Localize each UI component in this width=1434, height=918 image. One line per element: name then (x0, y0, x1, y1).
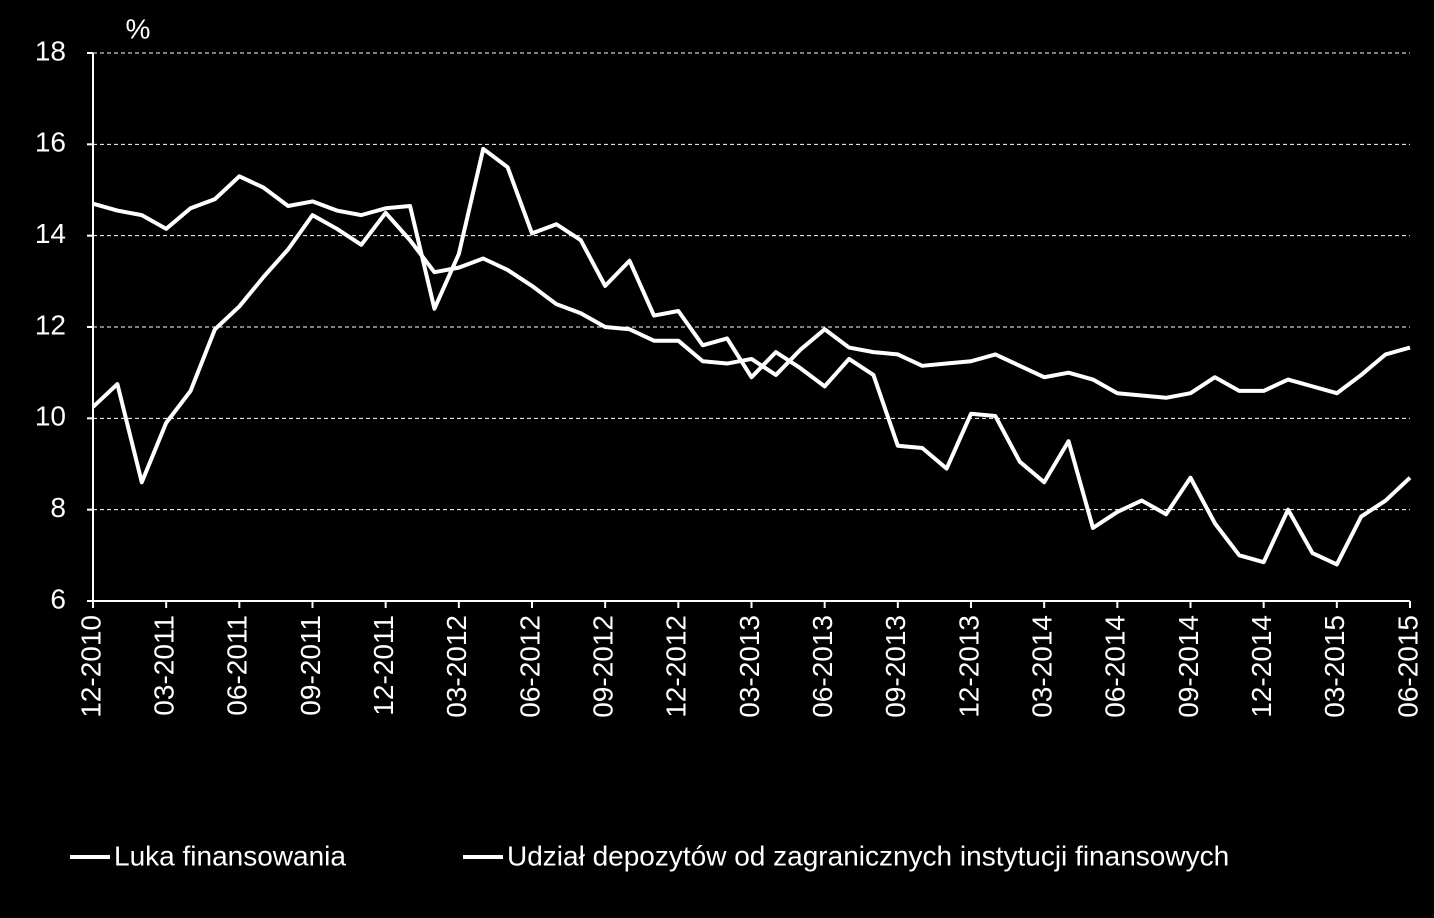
y-tick-label: 12 (35, 309, 66, 340)
legend-label: Luka finansowania (114, 840, 346, 871)
x-tick-label: 12-2013 (953, 615, 984, 718)
y-tick-label: 16 (35, 127, 66, 158)
y-tick-label: 8 (50, 492, 66, 523)
x-tick-label: 09-2014 (1173, 615, 1204, 718)
series-line (92, 146, 1412, 567)
x-tick-label: 06-2014 (1100, 615, 1131, 718)
y-tick-label: 14 (35, 218, 66, 249)
x-tick-label: 09-2013 (880, 615, 911, 718)
x-tick-label: 06-2013 (807, 615, 838, 718)
x-tick-label: 06-2015 (1392, 615, 1423, 718)
x-tick-label: 03-2011 (149, 615, 180, 716)
x-tick-label: 03-2015 (1319, 615, 1350, 718)
y-tick-label: 10 (35, 401, 66, 432)
x-tick-label: 12-2011 (368, 615, 399, 716)
x-tick-label: 03-2014 (1027, 615, 1058, 718)
x-tick-label: 06-2011 (222, 615, 253, 716)
y-unit: % (126, 13, 151, 44)
series-line (91, 210, 1411, 485)
x-tick-label: 09-2011 (295, 615, 326, 716)
x-tick-label: 09-2012 (588, 615, 619, 718)
x-tick-label: 03-2013 (734, 615, 765, 718)
legend-label: Udział depozytów od zagranicznych instyt… (507, 840, 1229, 871)
x-tick-label: 12-2014 (1246, 615, 1277, 718)
x-tick-label: 12-2010 (75, 615, 106, 718)
y-tick-label: 18 (35, 35, 66, 66)
x-tick-label: 12-2012 (661, 615, 692, 718)
x-tick-label: 03-2012 (441, 615, 472, 718)
x-tick-label: 06-2012 (514, 615, 545, 718)
y-tick-label: 6 (50, 583, 66, 614)
